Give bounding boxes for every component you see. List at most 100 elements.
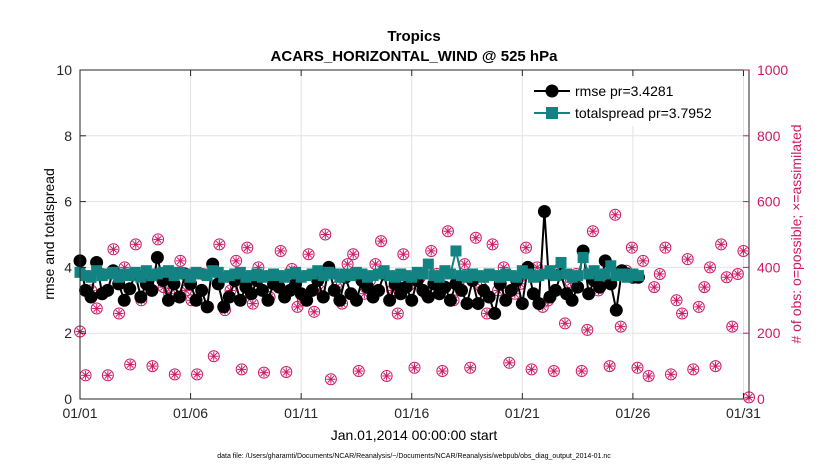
y-tick-label: 2: [64, 325, 72, 341]
obs-possible-point: [648, 281, 661, 294]
rmse-point: [405, 293, 419, 307]
asterisk-stroke: [383, 372, 391, 380]
asterisk-stroke: [394, 309, 402, 318]
rmse-point: [261, 293, 275, 307]
obs-possible-point: [720, 271, 733, 284]
obs-assimilated-point: [504, 358, 514, 368]
asterisk-stroke: [550, 367, 558, 375]
obs-possible-point: [642, 369, 655, 382]
asterisk-stroke: [728, 323, 736, 331]
obs-possible-point: [681, 253, 694, 266]
obs-possible-point: [113, 307, 126, 320]
legend-rmse-marker: [545, 84, 559, 98]
obs-assimilated-point: [577, 366, 587, 376]
obs-possible-point: [687, 363, 700, 376]
obs-assimilated-point: [616, 322, 626, 332]
obs-assimilated-point: [688, 364, 698, 374]
spread-point: [256, 271, 268, 283]
obs-assimilated-point: [114, 308, 124, 318]
obs-assimilated-point: [437, 366, 447, 376]
obs-possible-point: [235, 363, 248, 376]
asterisk-stroke: [706, 263, 714, 271]
data-file-footnote: data file: /Users/gharamti/Documents/NCA…: [217, 453, 611, 460]
asterisk-stroke: [427, 247, 435, 255]
rmse-point: [471, 297, 485, 311]
legend-spread-marker: [546, 107, 558, 119]
spread-point: [384, 270, 396, 282]
rmse-point: [482, 290, 496, 304]
obs-possible-point: [520, 241, 532, 254]
obs-assimilated-point: [633, 363, 642, 373]
asterisk-stroke: [82, 371, 90, 379]
chart-subtitle: ACARS_HORIZONTAL_WIND @ 525 hPa: [271, 48, 559, 65]
obs-possible-point: [614, 320, 627, 333]
spread-point: [151, 268, 163, 280]
obs-assimilated-point: [716, 239, 726, 249]
obs-assimilated-point: [175, 256, 185, 266]
asterisk-stroke: [656, 270, 664, 278]
obs-assimilated-point: [309, 307, 319, 317]
spread-point: [627, 268, 639, 280]
obs-assimilated-point: [527, 364, 537, 374]
asterisk-stroke: [148, 362, 157, 370]
spread-point: [245, 270, 257, 282]
rmse-point: [372, 283, 386, 297]
asterisk-stroke: [700, 283, 708, 291]
rmse-point: [222, 290, 236, 304]
asterisk-stroke: [472, 234, 480, 242]
spread-point: [306, 268, 318, 280]
asterisk-stroke: [260, 369, 268, 377]
spread-point: [140, 265, 152, 277]
asterisk-stroke: [661, 244, 669, 252]
obs-possible-point: [375, 235, 388, 248]
rmse-point: [515, 297, 529, 311]
spread-point: [605, 260, 617, 272]
spread-point: [201, 270, 213, 282]
spread-point: [174, 266, 186, 278]
asterisk-stroke: [321, 230, 329, 239]
asterisk-stroke: [684, 255, 692, 263]
rmse-point: [145, 283, 159, 297]
obs-assimilated-point: [292, 302, 302, 312]
asterisk-stroke: [243, 244, 251, 252]
asterisk-stroke: [277, 247, 285, 255]
obs-assimilated-point: [443, 226, 453, 236]
spread-point: [118, 268, 130, 280]
asterisk-stroke: [505, 359, 513, 367]
spread-point: [417, 268, 429, 280]
asterisk-stroke: [232, 257, 240, 265]
obs-assimilated-point: [722, 272, 732, 282]
obs-assimilated-point: [382, 371, 392, 381]
y2-tick-label: 400: [757, 259, 781, 275]
obs-possible-point: [408, 361, 421, 374]
spread-point: [378, 265, 390, 277]
x-tick-label: 01/16: [394, 405, 429, 421]
obs-assimilated-point: [125, 359, 135, 369]
rmse-point: [582, 287, 596, 301]
obs-possible-point: [503, 356, 516, 369]
rmse-point: [161, 293, 175, 307]
asterisk-stroke: [109, 245, 118, 253]
asterisk-stroke: [734, 270, 742, 278]
obs-assimilated-point: [214, 239, 224, 249]
obs-assimilated-point: [705, 262, 715, 272]
asterisk-stroke: [327, 375, 335, 383]
spread-point: [251, 268, 263, 280]
obs-assimilated-point: [410, 363, 419, 373]
spread-point: [96, 270, 108, 282]
rmse-point: [173, 290, 187, 304]
asterisk-stroke: [154, 235, 162, 243]
spread-point: [373, 268, 385, 280]
asterisk-stroke: [672, 296, 681, 304]
spread-point: [367, 270, 379, 282]
spread-point: [146, 270, 158, 282]
spread-point: [561, 268, 573, 280]
obs-possible-point: [324, 373, 337, 386]
obs-assimilated-point: [677, 308, 687, 318]
obs-assimilated-point: [660, 243, 670, 253]
asterisk-stroke: [115, 309, 123, 318]
obs-possible-point: [625, 241, 638, 254]
y-axis-label: rmse and totalspread: [41, 168, 57, 300]
obs-possible-point: [436, 365, 449, 378]
asterisk-stroke: [650, 283, 658, 291]
